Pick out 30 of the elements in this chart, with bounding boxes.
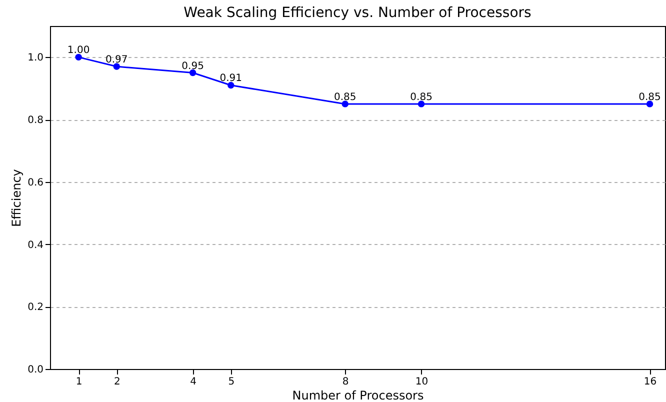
x-tick-label: 16 (644, 376, 657, 388)
x-tick-label: 2 (114, 376, 120, 388)
y-tick-label: 0.4 (28, 240, 44, 251)
point (113, 63, 120, 70)
x-tick-label: 5 (228, 376, 235, 388)
data-label: 0.85 (334, 92, 356, 103)
y-axis-title: Efficiency (10, 169, 24, 227)
y-tick-label: 0.0 (28, 364, 44, 376)
point (418, 100, 425, 108)
point (228, 82, 234, 89)
x-tick-label: 10 (415, 376, 428, 388)
y-tick-label: 1.0 (28, 52, 44, 64)
x-tick-label: 4 (190, 376, 196, 388)
data-label: 0.91 (220, 73, 242, 84)
y-tick-label: 0.6 (28, 177, 44, 188)
y-tick-label: 0.2 (28, 302, 44, 314)
point (646, 100, 654, 108)
x-tick-label: 8 (342, 376, 349, 388)
x-axis-title: Number of Processors (292, 388, 424, 402)
point (342, 100, 348, 108)
data-label: 1.00 (67, 45, 90, 56)
data-label: 0.95 (182, 60, 204, 72)
data-label: 0.97 (106, 54, 128, 66)
x-tick-label: 1 (76, 376, 82, 388)
y-tick-label: 0.8 (28, 115, 44, 126)
data-label: 0.85 (638, 92, 661, 103)
chart-title: Weak Scaling Efficiency vs. Number of Processors (184, 5, 532, 21)
point (189, 69, 196, 76)
data-label: 0.85 (410, 92, 432, 103)
point (75, 54, 82, 61)
